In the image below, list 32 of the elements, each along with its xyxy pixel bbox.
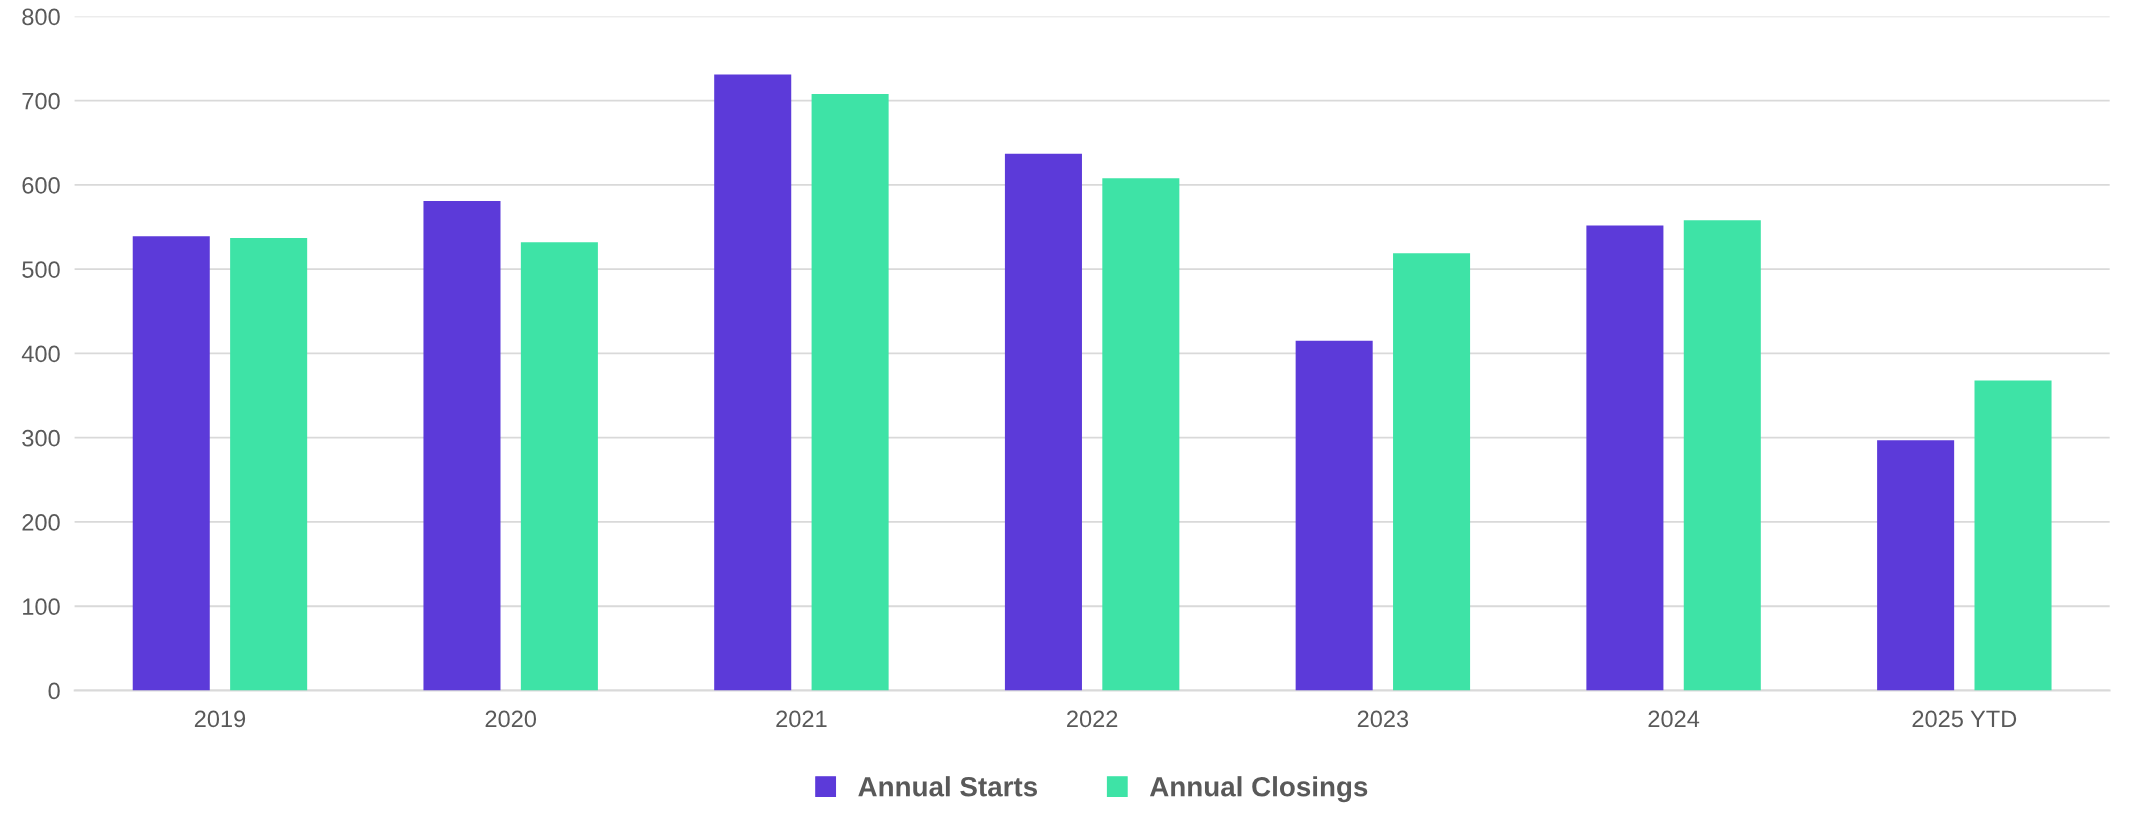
bar (1586, 225, 1664, 691)
x-tick-label: 2022 (1067, 710, 1118, 728)
y-tick-label: 0 (48, 682, 60, 700)
bar (1295, 340, 1373, 691)
bar (132, 236, 210, 691)
x-tick-label: 2024 (1648, 710, 1700, 728)
bar (714, 74, 792, 691)
y-tick-label: 300 (22, 429, 60, 447)
x-tick-label: 2020 (485, 710, 537, 728)
y-tick-label: 600 (22, 177, 60, 194)
bar (1004, 153, 1082, 691)
x-tick-label: 2019 (194, 710, 246, 728)
bar (230, 238, 308, 691)
bar (811, 93, 889, 691)
y-tick-label: 200 (22, 514, 60, 531)
y-tick-label: 400 (21, 345, 60, 363)
bar (1683, 220, 1761, 691)
y-tick-label: 500 (22, 261, 60, 278)
bar (1877, 440, 1955, 691)
bar (520, 242, 598, 691)
y-tick-label: 800 (22, 8, 60, 26)
bar (1974, 380, 2052, 691)
y-tick-label: 700 (22, 92, 60, 110)
legend-label: Annual Starts (858, 776, 1038, 797)
bar (1102, 178, 1180, 691)
x-tick-label: 2025 YTD (1912, 710, 2017, 728)
y-tick-label: 100 (23, 598, 60, 616)
x-tick-label: 2021 (776, 710, 827, 728)
bar (423, 200, 501, 691)
legend-label: Annual Closings (1149, 776, 1368, 803)
x-tick-label: 2023 (1357, 710, 1409, 728)
bar (1393, 253, 1471, 691)
